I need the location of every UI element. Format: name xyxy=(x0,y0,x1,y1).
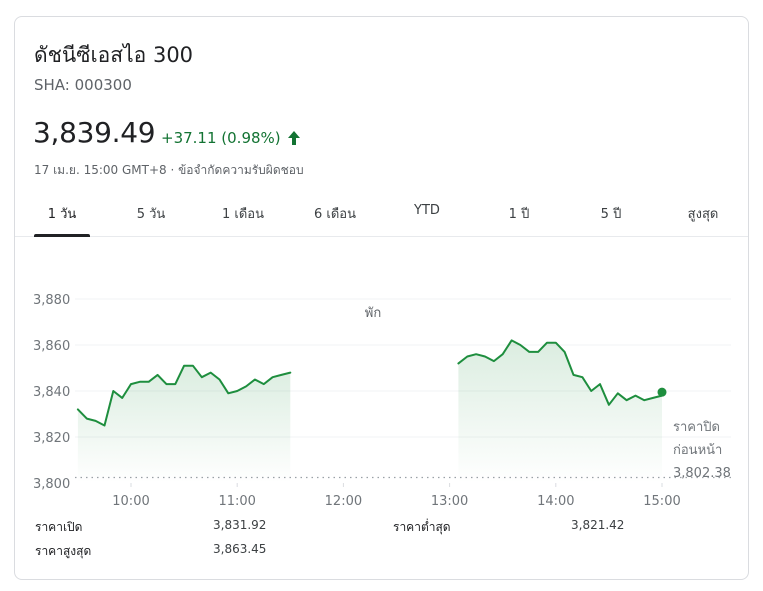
tab-1-day[interactable]: 1 วัน xyxy=(34,203,90,237)
tab-ytd[interactable]: YTD xyxy=(403,203,451,237)
current-price: 3,839.49 xyxy=(33,116,156,149)
timestamp-disclaimer[interactable]: 17 เม.ย. 15:00 GMT+8 · ข้อจำกัดความรับผิ… xyxy=(34,163,304,177)
ticker-symbol: SHA: 000300 xyxy=(34,76,132,94)
arrow-up-icon xyxy=(288,131,300,145)
tab-6-month[interactable]: 6 เดือน xyxy=(303,203,367,237)
y-tick-label: 3,840 xyxy=(33,385,70,400)
stat-label-low: ราคาต่ำสุด xyxy=(393,520,451,534)
tab-label: 1 ปี xyxy=(508,207,530,222)
previous-close-label: ราคาปิด xyxy=(673,420,720,435)
tab-label: 6 เดือน xyxy=(314,207,356,222)
stat-value-high: 3,863.45 xyxy=(213,542,267,556)
stat-label-high: ราคาสูงสุด xyxy=(35,544,92,558)
index-title: ดัชนีซีเอสไอ 300 xyxy=(34,43,194,67)
tab-label: 1 เดือน xyxy=(222,207,264,222)
active-tab-indicator xyxy=(34,234,90,237)
price-chart[interactable]: 3,880 3,860 3,840 3,820 3,800 10:00 11:00 12:00… xyxy=(15,255,749,511)
x-tick-label: 11:00 xyxy=(218,494,255,509)
x-tick-label: 14:00 xyxy=(537,494,574,509)
break-label: พัก xyxy=(365,306,381,321)
tab-max[interactable]: สูงสุด xyxy=(675,203,731,237)
tab-label: YTD xyxy=(414,203,440,218)
tab-label: สูงสุด xyxy=(687,207,719,222)
tab-1-month[interactable]: 1 เดือน xyxy=(211,203,275,237)
x-tick-label: 10:00 xyxy=(112,494,149,509)
stat-value-low: 3,821.42 xyxy=(571,518,625,532)
last-price-dot xyxy=(657,387,667,397)
tab-5-year[interactable]: 5 ปี xyxy=(589,203,633,237)
series-area-morning xyxy=(77,365,291,483)
y-tick-label: 3,880 xyxy=(33,293,70,308)
previous-close-label: 3,802.38 xyxy=(673,466,731,481)
stats-panel: ราคาเปิด 3,831.92 ราคาสูงสุด 3,863.45 รา… xyxy=(15,511,748,571)
x-tick-label: 13:00 xyxy=(431,494,468,509)
price-change: +37.11 (0.98%) xyxy=(161,129,281,147)
y-tick-label: 3,860 xyxy=(33,339,70,354)
previous-close-label: ก่อนหน้า xyxy=(673,443,722,458)
tab-label: 1 วัน xyxy=(47,207,77,222)
range-tabs: 1 วัน 5 วัน 1 เดือน 6 เดือน YTD 1 ปี 5 ป… xyxy=(15,197,748,237)
x-tick-label: 12:00 xyxy=(325,494,362,509)
tab-1-year[interactable]: 1 ปี xyxy=(497,203,541,237)
tab-5-day[interactable]: 5 วัน xyxy=(125,203,177,237)
series-area-afternoon xyxy=(458,340,662,483)
stat-value-open: 3,831.92 xyxy=(213,518,267,532)
tab-label: 5 ปี xyxy=(600,207,622,222)
tab-label: 5 วัน xyxy=(136,207,166,222)
y-tick-label: 3,800 xyxy=(33,477,70,492)
stock-card: ดัชนีซีเอสไอ 300 SHA: 000300 3,839.49 +3… xyxy=(14,16,749,580)
y-tick-label: 3,820 xyxy=(33,431,70,446)
x-tick-label: 15:00 xyxy=(643,494,680,509)
stat-label-open: ราคาเปิด xyxy=(35,520,83,534)
series-line-morning xyxy=(76,364,292,427)
series-line-afternoon xyxy=(457,339,663,406)
